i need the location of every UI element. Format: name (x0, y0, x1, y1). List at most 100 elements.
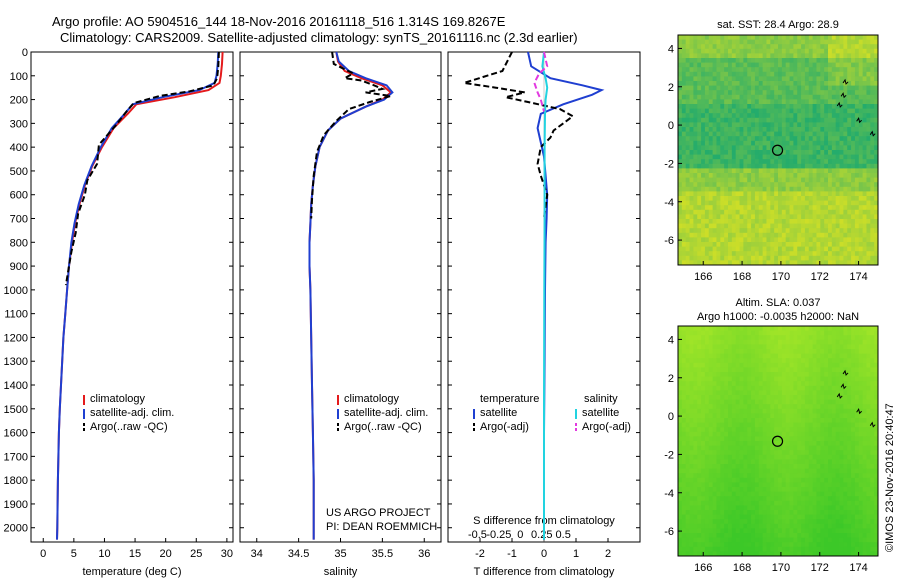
map-cell (728, 99, 733, 105)
map-cell (770, 58, 775, 63)
map-cell (716, 362, 721, 368)
map-cell (839, 376, 844, 382)
map-cell (701, 140, 706, 146)
map-cell (839, 53, 844, 59)
map-cell (797, 58, 802, 63)
map-cell (720, 477, 725, 483)
map-cell (808, 487, 814, 492)
map-cell (681, 408, 687, 414)
map-cell (858, 48, 864, 54)
map-cell (831, 159, 837, 165)
map-cell (808, 251, 814, 257)
map-cell (697, 237, 702, 243)
map-cell (774, 127, 779, 132)
map-cell (735, 76, 740, 82)
map-cell (697, 136, 702, 142)
map-cell (716, 246, 721, 252)
map-cell (870, 385, 875, 391)
map-cell (693, 491, 698, 497)
map-cell (851, 205, 856, 211)
map-cell (685, 339, 690, 345)
map-cell (716, 436, 721, 442)
map-cell (747, 436, 752, 442)
map-cell (770, 99, 775, 105)
map-cell (708, 464, 714, 469)
map-cell (701, 62, 706, 68)
map-cell (758, 372, 764, 377)
map-cell (835, 477, 840, 483)
map-cell (689, 464, 694, 469)
map-cell (785, 62, 790, 68)
map-cell (735, 117, 740, 123)
salinity-xlabel: salinity (324, 566, 358, 578)
map-cell (816, 251, 821, 257)
map-cell (701, 113, 706, 119)
map-cell (678, 372, 683, 377)
map-cell (820, 335, 825, 341)
map-cell (712, 367, 717, 373)
map-cell (854, 76, 860, 82)
map-cell (843, 358, 848, 364)
map-cell (824, 81, 829, 86)
map-cell (693, 159, 698, 165)
map-cell (774, 464, 779, 469)
map-cell (804, 104, 810, 109)
map-cell (851, 163, 856, 169)
map-cell (751, 445, 756, 451)
map-cell (843, 464, 848, 469)
map-cell (874, 237, 879, 243)
map-cell (874, 358, 879, 364)
map-cell (743, 496, 748, 502)
map-cell (808, 186, 814, 192)
map-cell (716, 477, 721, 483)
map-cell (751, 330, 756, 336)
map-cell (824, 326, 829, 331)
map-cell (685, 395, 690, 400)
map-cell (704, 335, 710, 341)
map-cell (751, 408, 756, 414)
map-cell (843, 191, 848, 197)
map-cell (870, 468, 875, 474)
map-cell (770, 487, 775, 492)
map-cell (843, 99, 848, 105)
map-cell (781, 159, 787, 165)
map-cell (766, 35, 771, 40)
map-cell (724, 122, 729, 128)
map-cell (778, 44, 783, 50)
map-cell (870, 477, 875, 483)
map-cell (728, 232, 733, 238)
map-cell (854, 358, 860, 364)
map-cell (720, 413, 725, 419)
map-cell (874, 505, 879, 511)
map-cell (720, 237, 725, 243)
map-cell (854, 127, 860, 132)
map-cell (735, 108, 740, 114)
map-cell (681, 163, 687, 169)
map-cell (774, 367, 779, 373)
map-cell (793, 35, 798, 40)
map-cell (774, 251, 779, 257)
map-cell (739, 182, 744, 188)
map-cell (728, 422, 733, 428)
map-cell (828, 473, 833, 479)
map-cell (685, 127, 690, 132)
map-cell (739, 186, 744, 192)
map-cell (774, 163, 779, 169)
map-cell (785, 362, 790, 368)
map-cell (870, 335, 875, 341)
map-cell (843, 232, 848, 238)
map-cell (728, 173, 733, 178)
map-cell (731, 108, 737, 114)
map-cell (743, 246, 748, 252)
map-cell (831, 214, 837, 220)
map-cell (693, 339, 698, 345)
map-cell (739, 482, 744, 488)
map-cell (731, 353, 737, 359)
map-cell (778, 85, 783, 91)
map-cell (831, 372, 837, 377)
map-cell (801, 260, 806, 266)
map-cell (681, 94, 687, 100)
map-cell (731, 477, 737, 483)
map-cell (778, 200, 783, 206)
map-cell (762, 450, 767, 456)
